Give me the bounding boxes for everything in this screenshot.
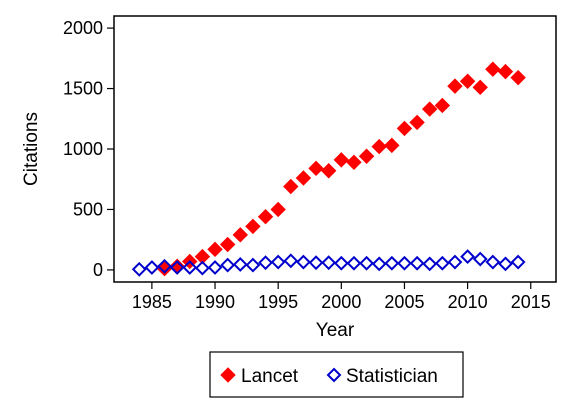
data-point (333, 255, 349, 271)
data-point (485, 61, 501, 77)
data-point (434, 97, 451, 114)
x-tick-label: 1985 (132, 292, 172, 312)
data-point (498, 256, 513, 272)
data-point (346, 154, 362, 171)
x-tick-label: 1995 (258, 292, 298, 312)
data-point (359, 255, 374, 271)
data-point (270, 201, 286, 218)
data-point (422, 256, 438, 272)
data-point (157, 258, 172, 274)
data-point (472, 251, 488, 267)
legend: Lancet Statistician (209, 351, 464, 398)
x-tick-label: 2010 (448, 292, 488, 312)
legend-label-statistician: Statistician (346, 366, 438, 387)
data-point (245, 257, 261, 273)
data-point (258, 255, 273, 271)
series-lancet (156, 61, 526, 277)
data-point (460, 249, 476, 265)
x-axis-title: Year (316, 320, 355, 341)
data-point (422, 101, 438, 117)
data-point (434, 255, 450, 271)
data-point (371, 256, 387, 272)
data-point (283, 178, 299, 195)
y-axis: 0 500 1000 1500 2000 (63, 18, 114, 280)
data-point (308, 255, 324, 271)
data-point (270, 254, 286, 270)
data-point (409, 255, 425, 271)
data-point (459, 73, 476, 89)
data-point (396, 120, 413, 137)
data-point (510, 254, 526, 270)
data-point (232, 227, 248, 243)
data-point (497, 63, 514, 80)
data-point (144, 260, 160, 275)
data-point (321, 255, 337, 271)
data-point (219, 236, 236, 253)
data-point (320, 163, 337, 179)
x-axis: 1985 1990 1995 2000 2005 2010 2015 (132, 282, 551, 312)
y-axis-title: Citations (21, 112, 42, 186)
data-point (257, 209, 274, 225)
data-point (308, 160, 324, 177)
legend-marker-statistician (326, 367, 342, 383)
legend-label-lancet: Lancet (241, 366, 299, 387)
y-tick-label: 1500 (63, 79, 103, 99)
data-point (131, 261, 147, 277)
data-point (182, 260, 198, 275)
data-point (472, 79, 488, 96)
data-point (283, 253, 299, 269)
data-point (409, 114, 425, 131)
data-point (371, 138, 387, 155)
y-tick-label: 500 (73, 199, 103, 219)
data-point (485, 254, 501, 270)
data-point (169, 260, 185, 275)
x-tick-label: 1990 (195, 292, 235, 312)
data-point (232, 257, 248, 272)
x-tick-label: 2005 (384, 292, 424, 312)
series-layer (131, 61, 526, 277)
series-statistician (131, 249, 526, 277)
data-point (384, 255, 400, 271)
data-point (296, 254, 311, 270)
data-point (295, 170, 312, 186)
data-point (384, 137, 400, 154)
legend-marker-lancet (220, 367, 236, 383)
data-point (358, 148, 375, 164)
data-point (333, 152, 350, 168)
data-point (207, 260, 223, 275)
data-point (346, 255, 362, 271)
data-point (207, 241, 223, 258)
data-point (447, 254, 463, 270)
y-tick-label: 0 (93, 260, 103, 280)
y-tick-label: 1000 (63, 139, 103, 159)
x-tick-label: 2015 (511, 292, 551, 312)
data-point (245, 218, 261, 235)
plot-frame (113, 15, 557, 283)
data-point (510, 69, 526, 86)
x-tick-label: 2000 (321, 292, 361, 312)
data-point (447, 78, 463, 94)
data-point (194, 260, 210, 276)
data-point (220, 257, 236, 273)
data-point (397, 255, 412, 271)
y-tick-label: 2000 (63, 18, 103, 38)
data-point (194, 248, 211, 265)
